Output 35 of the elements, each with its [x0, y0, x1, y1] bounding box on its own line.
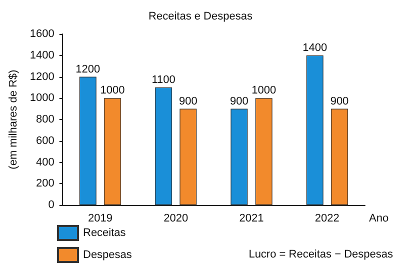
data-label: 1200 [76, 63, 100, 76]
data-label: 1100 [152, 74, 176, 86]
data-label: 900 [179, 95, 198, 108]
bar [330, 108, 348, 205]
data-label: 1000 [100, 84, 125, 97]
bar [155, 87, 172, 205]
x-tick-label: 2022 [314, 212, 340, 224]
x-tick-label: 2020 [164, 212, 188, 224]
text: Lucro = Receitas − Despesas [248, 248, 394, 260]
data-label: 1000 [252, 84, 276, 97]
y-tick-label: 400 [36, 156, 54, 168]
y-tick-label: 1600 [30, 28, 54, 40]
y-tick-label: 1000 [30, 92, 54, 104]
data-label: 1400 [302, 42, 328, 54]
legend-label: Despesas [83, 249, 132, 261]
y-tick-label: 0 [48, 199, 54, 211]
bar [180, 108, 197, 205]
x-axis-title: Ano [369, 212, 389, 224]
y-tick-label: 1200 [30, 70, 54, 83]
chart-title: Receitas e Despesas [148, 10, 253, 22]
y-tick-label: 1400 [30, 49, 54, 62]
x-tick-label: 2019 [88, 212, 112, 224]
legend-label: Receitas [83, 227, 126, 239]
data-label: 900 [330, 95, 349, 108]
x-tick-label: 2021 [239, 212, 264, 224]
bar [104, 98, 122, 205]
y-axis-title: (em milhares de R$) [8, 70, 20, 170]
data-label: 900 [230, 95, 248, 108]
y-tick-label: 600 [36, 134, 54, 147]
bar [79, 76, 96, 205]
y-tick-label: 800 [36, 114, 54, 126]
bar [230, 108, 248, 205]
bar [306, 55, 324, 205]
bar [255, 98, 272, 205]
y-tick-label: 200 [36, 178, 54, 190]
